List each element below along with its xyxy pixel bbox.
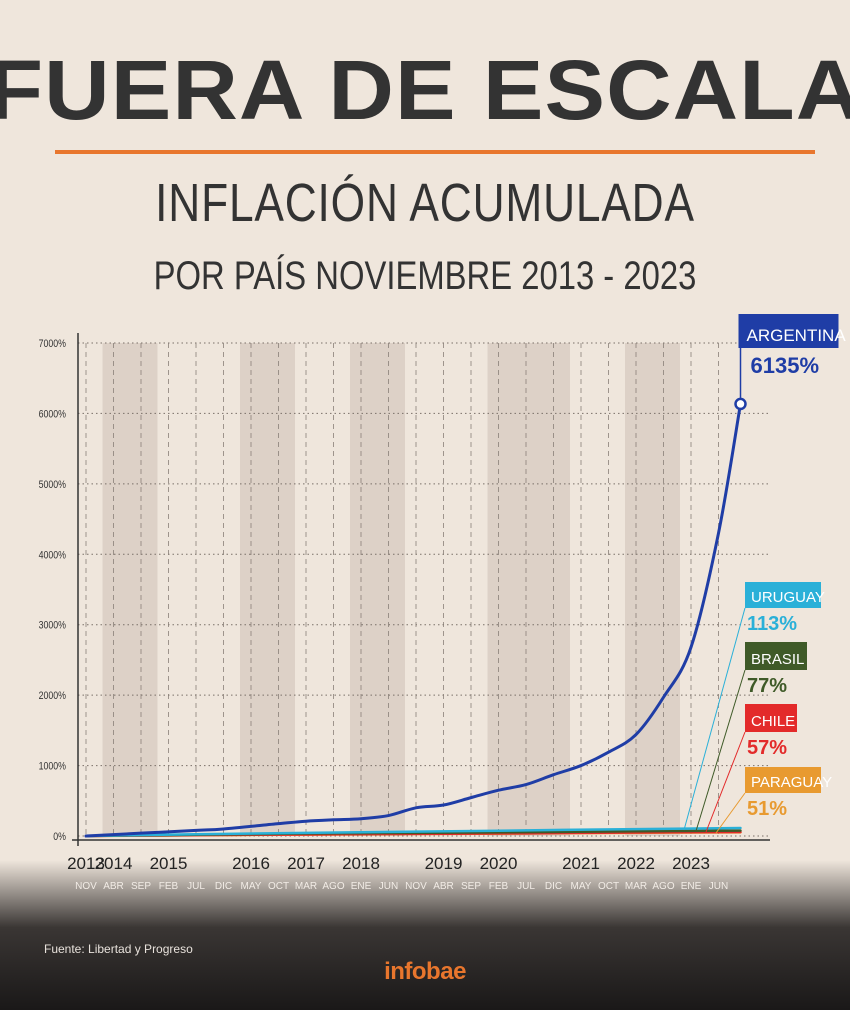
x-tick-year: 2023 bbox=[672, 854, 710, 873]
callout-box bbox=[745, 582, 821, 608]
y-tick-label: 0% bbox=[53, 831, 66, 843]
callout-leader bbox=[683, 607, 746, 831]
series-value-label: 77% bbox=[747, 675, 787, 697]
x-tick-year: 2022 bbox=[617, 854, 655, 873]
series-value-label: 57% bbox=[747, 737, 787, 759]
callout-box bbox=[745, 704, 797, 732]
series-name-label: BRASIL bbox=[751, 651, 804, 668]
x-tick-month: MAR bbox=[625, 881, 647, 892]
x-tick-year: 2016 bbox=[232, 854, 270, 873]
x-tick-month: ENE bbox=[681, 881, 702, 892]
y-tick-label: 4000% bbox=[39, 549, 67, 561]
y-tick-label: 3000% bbox=[39, 620, 67, 632]
y-tick-label: 5000% bbox=[39, 479, 67, 491]
series-line-uruguay bbox=[84, 826, 742, 838]
x-tick-year: 2020 bbox=[480, 854, 518, 873]
x-tick-month: OCT bbox=[598, 881, 619, 892]
callout-box bbox=[738, 314, 839, 348]
x-tick-month: FEB bbox=[159, 881, 179, 892]
callout-box bbox=[745, 767, 821, 793]
x-tick-year: 2018 bbox=[342, 854, 380, 873]
x-tick-year: 2019 bbox=[425, 854, 463, 873]
source-note: Fuente: Libertad y Progreso bbox=[44, 942, 193, 956]
brand-logo: infobae bbox=[384, 958, 466, 985]
x-tick-month: FEB bbox=[489, 881, 509, 892]
year-band bbox=[240, 343, 295, 836]
x-tick-month: NOV bbox=[405, 881, 427, 892]
year-band bbox=[102, 343, 158, 836]
y-tick-label: 1000% bbox=[39, 761, 67, 773]
x-tick-year: 2015 bbox=[150, 854, 188, 873]
y-tick-label: 7000% bbox=[39, 338, 67, 350]
series-line-argentina bbox=[84, 402, 742, 838]
x-tick-month: ENE bbox=[351, 881, 372, 892]
callout-box bbox=[745, 642, 807, 670]
x-tick-month: DIC bbox=[545, 881, 562, 892]
x-tick-month: ABR bbox=[433, 881, 454, 892]
argentina-end-marker bbox=[734, 397, 747, 411]
x-tick-month: AGO bbox=[652, 881, 674, 892]
x-tick-month: AGO bbox=[322, 881, 344, 892]
year-band bbox=[625, 343, 680, 836]
callout-leader bbox=[705, 731, 746, 833]
series-value-label: 51% bbox=[747, 798, 787, 820]
series-name-label: URUGUAY bbox=[751, 589, 825, 606]
x-tick-month: NOV bbox=[75, 881, 97, 892]
x-tick-month: MAY bbox=[571, 881, 592, 892]
x-tick-year: 2021 bbox=[562, 854, 600, 873]
x-tick-month: OCT bbox=[268, 881, 289, 892]
year-band bbox=[487, 343, 570, 836]
x-tick-month: MAY bbox=[241, 881, 262, 892]
chart-subtitle-line1: INFLACIÓN ACUMULADA bbox=[155, 173, 695, 233]
x-tick-year: 2014 bbox=[95, 854, 133, 873]
y-tick-label: 2000% bbox=[39, 690, 67, 702]
x-tick-month: ABR bbox=[103, 881, 124, 892]
inflation-line-chart: 0% 1000% 2000% 3000% 4000% 5000% 6000% 7000% 20… bbox=[38, 314, 847, 892]
x-tick-month: JUN bbox=[379, 881, 398, 892]
x-tick-month: MAR bbox=[295, 881, 317, 892]
page-title: FUERA DE ESCALA bbox=[0, 43, 850, 137]
series-value-label: 113% bbox=[747, 613, 797, 635]
callout-leader bbox=[715, 792, 746, 834]
bottom-gradient bbox=[0, 860, 850, 1010]
title-divider bbox=[55, 150, 815, 154]
x-tick-month: JUL bbox=[187, 881, 205, 892]
x-tick-year: 2013 bbox=[67, 854, 105, 873]
y-tick-label: 6000% bbox=[39, 409, 67, 421]
x-tick-month: SEP bbox=[131, 881, 151, 892]
x-tick-month: SEP bbox=[461, 881, 481, 892]
chart-subtitle-line2: POR PAÍS NOVIEMBRE 2013 - 2023 bbox=[153, 254, 697, 298]
x-tick-month: JUN bbox=[709, 881, 728, 892]
series-value-label: 6135% bbox=[751, 353, 820, 378]
series-name-label: ARGENTINA bbox=[747, 326, 847, 345]
series-name-label: CHILE bbox=[751, 713, 795, 730]
year-band bbox=[350, 343, 405, 836]
x-tick-year: 2017 bbox=[287, 854, 325, 873]
x-tick-month: DIC bbox=[215, 881, 232, 892]
series-name-label: PARAGUAY bbox=[751, 774, 832, 791]
callout-leader bbox=[695, 669, 746, 832]
x-tick-month: JUL bbox=[517, 881, 535, 892]
